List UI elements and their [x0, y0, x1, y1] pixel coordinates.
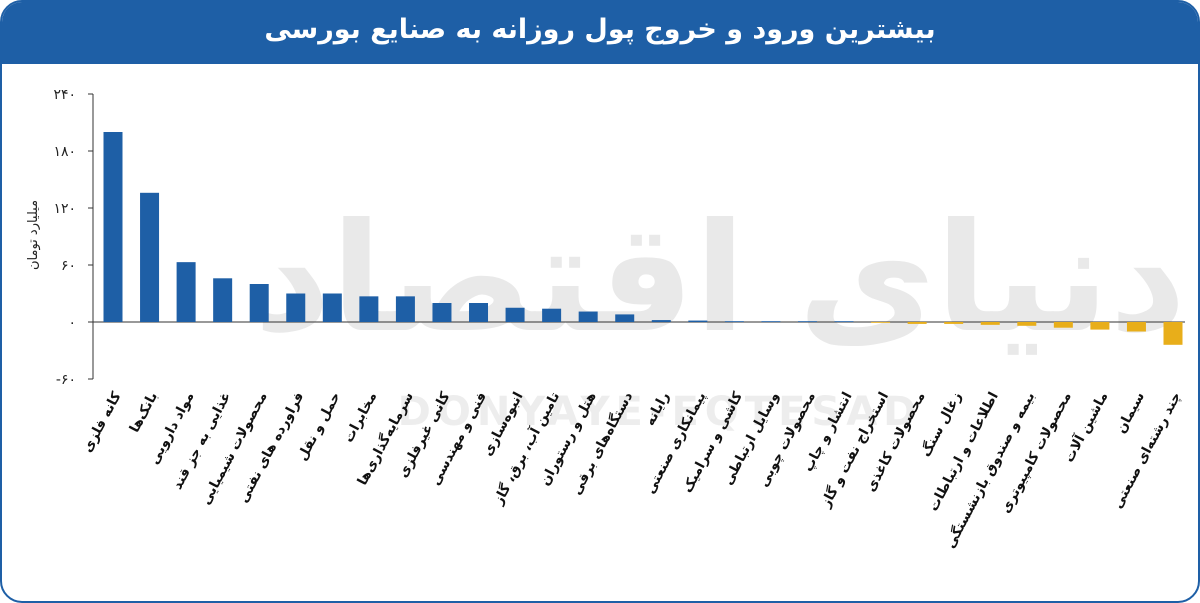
bar — [1053, 322, 1073, 328]
bar — [432, 303, 452, 322]
bar — [213, 278, 233, 322]
bar — [505, 307, 525, 322]
bar — [944, 322, 964, 324]
bar — [688, 320, 708, 322]
category-label: کانه فلزی — [79, 389, 124, 455]
bar — [834, 321, 854, 322]
bar — [980, 322, 1000, 325]
category-label: بانک‌ها — [127, 389, 162, 435]
chart-header: بیشترین ورود و خروج پول روزانه به صنایع … — [2, 2, 1198, 64]
y-tick-label: ۱۸۰ — [53, 144, 76, 160]
watermark-latin-text: DONYAYE-EQTESAD — [398, 389, 923, 435]
y-tick-label: -۶۰ — [56, 372, 76, 388]
bar — [1126, 322, 1146, 332]
bar — [724, 321, 744, 322]
bar — [578, 311, 598, 322]
bar — [103, 132, 123, 322]
bar — [761, 321, 781, 322]
watermark-logo-text: دنیای اقتصاد — [254, 192, 1187, 366]
bars — [103, 132, 1183, 345]
bar — [286, 293, 306, 322]
chart-title: بیشترین ورود و خروج پول روزانه به صنایع … — [264, 14, 936, 45]
y-axis-label: میلیارد تومان — [26, 200, 41, 270]
category-label: سیمان — [1113, 389, 1148, 436]
category-label: فراورده های نفتی — [235, 389, 307, 505]
bar — [797, 321, 817, 322]
bar — [1163, 322, 1183, 345]
y-tick-label: ۲۴۰ — [53, 87, 76, 103]
y-tick-label: ۱۲۰ — [53, 201, 76, 217]
category-label: چند رشته‌ای صنعتی — [1110, 389, 1185, 511]
bar — [249, 284, 269, 322]
bar — [140, 192, 160, 322]
bar — [1090, 322, 1110, 330]
y-tick-label: ۰ — [68, 315, 76, 331]
axes: ۲۴۰ ۱۸۰ ۱۲۰ ۶۰ ۰ -۶۰ — [53, 87, 1185, 388]
bar — [176, 262, 196, 322]
category-label: مخابرات — [341, 389, 381, 445]
bar — [395, 296, 415, 322]
bar — [1017, 322, 1037, 326]
bar — [615, 314, 635, 322]
bar — [469, 303, 489, 322]
bar — [359, 296, 379, 322]
y-tick-label: ۶۰ — [61, 258, 76, 274]
category-label: محصولات شیمیایی — [198, 389, 271, 507]
bar — [542, 308, 562, 322]
bar — [322, 293, 342, 322]
watermark: دنیای اقتصاد DONYAYE-EQTESAD — [254, 192, 1187, 435]
bar — [651, 320, 671, 322]
bar — [871, 322, 891, 323]
bar — [907, 322, 927, 324]
